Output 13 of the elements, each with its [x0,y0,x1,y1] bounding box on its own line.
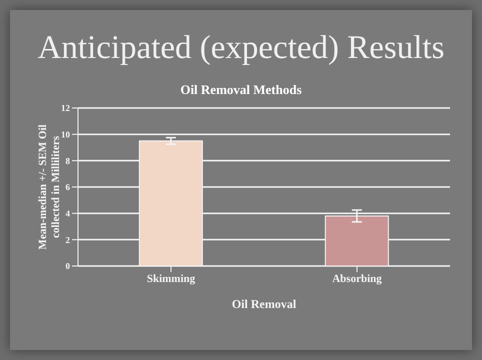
x-tick-label: Skimming [146,272,196,285]
y-axis-title: Mean-median +/- SEM Oil collected in Milliliters [37,124,62,250]
chart-title: Anticipated (expected) Results [36,30,446,67]
y-tick-label: 8 [66,156,70,166]
y-tick-label: 10 [61,130,70,140]
x-tick-label: Absorbing [332,272,382,285]
y-tick-label: 12 [61,103,70,114]
chart-subtitle: Oil Removal Methods [179,82,303,98]
y-tick-label: 2 [66,234,70,245]
y-tick-label: 0 [66,261,70,272]
y-tick-label: 4 [66,208,70,219]
y-tick-label: 6 [66,182,70,192]
x-axis-title: Oil Removal [232,297,297,311]
